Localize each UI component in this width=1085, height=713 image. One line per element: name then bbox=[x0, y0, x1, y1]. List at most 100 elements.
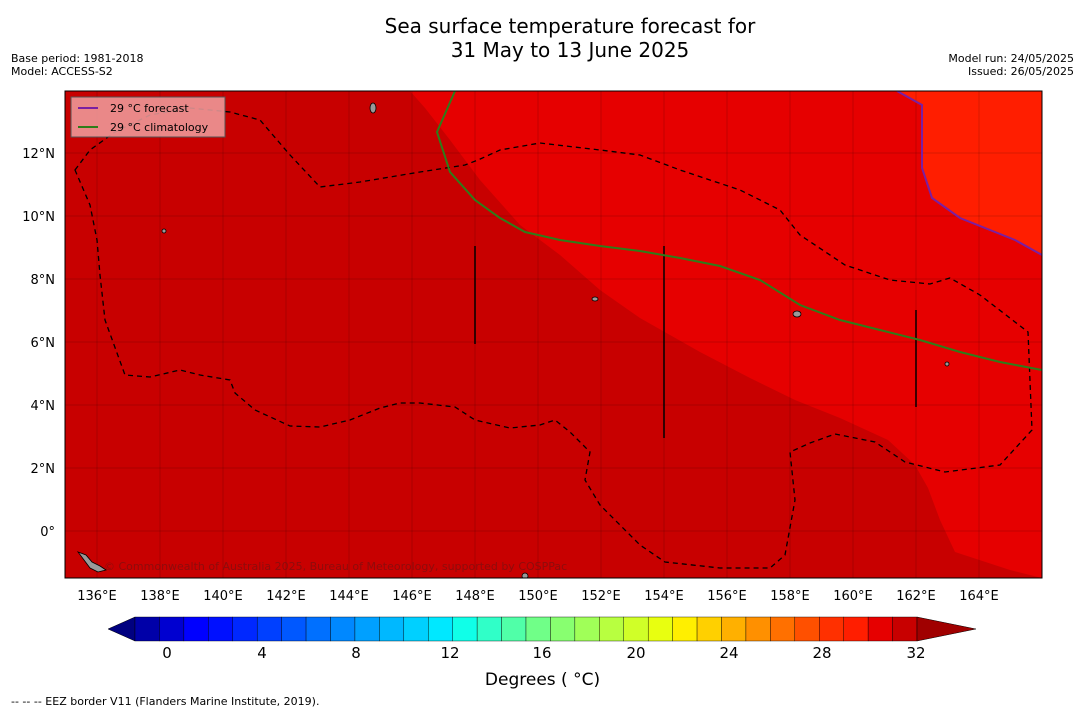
colorbar-cell bbox=[183, 616, 209, 642]
colorbar-cell bbox=[305, 616, 331, 642]
colorbar-cell bbox=[819, 616, 844, 642]
lon-tick: 158°E bbox=[770, 589, 810, 604]
colorbar-cell bbox=[525, 616, 551, 642]
island-shape bbox=[591, 296, 599, 302]
colorbar-cell bbox=[379, 616, 405, 642]
colorbar-cell bbox=[159, 616, 185, 642]
colorbar-cell bbox=[330, 616, 356, 642]
colorbar-cell bbox=[745, 616, 771, 642]
colorbar-tick: 28 bbox=[812, 644, 831, 662]
lon-tick: 152°E bbox=[581, 589, 621, 604]
meta-right: Model run: 24/05/2025 Issued: 26/05/2025 bbox=[948, 52, 1074, 78]
colorbar-cell bbox=[770, 616, 796, 642]
colorbar-cell bbox=[403, 616, 429, 642]
lat-tick: 0° bbox=[40, 525, 55, 540]
colorbar-cell bbox=[574, 616, 600, 642]
colorbar bbox=[107, 616, 977, 642]
colorbar-cell bbox=[208, 616, 233, 642]
colorbar-cell bbox=[256, 616, 282, 642]
lon-axis: 136°E 138°E 140°E 142°E 144°E 146°E 148°… bbox=[77, 589, 999, 604]
colorbar-cell bbox=[623, 616, 649, 642]
lon-tick: 136°E bbox=[77, 589, 117, 604]
sst-region-29-30 bbox=[410, 91, 1042, 578]
colorbar-cell bbox=[428, 616, 453, 642]
issued-text: Issued: 26/05/2025 bbox=[967, 65, 1074, 78]
colorbar-cell bbox=[281, 616, 307, 642]
colorbar-tick: 8 bbox=[351, 644, 361, 662]
map-frame bbox=[64, 90, 1043, 579]
lat-tick: 4°N bbox=[31, 399, 56, 414]
colorbar-cells bbox=[134, 616, 918, 642]
lon-tick: 154°E bbox=[644, 589, 684, 604]
legend-climatology-label: 29 °C climatology bbox=[110, 121, 209, 134]
eez-border-outline bbox=[74, 107, 1033, 569]
lat-tick: 6°N bbox=[31, 336, 56, 351]
colorbar-cell bbox=[452, 616, 478, 642]
island-shape bbox=[161, 228, 167, 234]
lon-tick: 162°E bbox=[896, 589, 936, 604]
colorbar-tick: 0 bbox=[162, 644, 172, 662]
colorbar-tick: 20 bbox=[626, 644, 645, 662]
lat-axis: 12°N 10°N 8°N 6°N 4°N 2°N 0° bbox=[22, 147, 55, 540]
boundary-segments bbox=[474, 246, 917, 438]
colorbar-tick: 16 bbox=[532, 644, 551, 662]
colorbar-cell bbox=[501, 616, 527, 642]
colorbar-tick: 12 bbox=[440, 644, 459, 662]
eez-borders bbox=[74, 107, 1033, 569]
copyright-text: © Commonwealth of Australia 2025, Bureau… bbox=[104, 560, 567, 573]
forecast-line bbox=[896, 91, 1042, 256]
lon-tick: 148°E bbox=[455, 589, 495, 604]
lat-tick: 12°N bbox=[22, 147, 55, 162]
colorbar-over-arrow bbox=[916, 616, 977, 642]
lon-tick: 144°E bbox=[329, 589, 369, 604]
colorbar-cell bbox=[550, 616, 576, 642]
lon-tick: 142°E bbox=[266, 589, 306, 604]
base-period-text: Base period: 1981-2018 bbox=[11, 52, 144, 65]
island-shape bbox=[369, 102, 377, 114]
page-title: Sea surface temperature forecast for 31 … bbox=[0, 14, 1085, 62]
model-text: Model: ACCESS-S2 bbox=[11, 65, 113, 78]
model-run-text: Model run: 24/05/2025 bbox=[948, 52, 1074, 65]
colorbar-under-arrow bbox=[107, 616, 136, 642]
island-shape bbox=[76, 551, 107, 573]
colorbar-cell bbox=[892, 616, 918, 642]
lon-tick: 156°E bbox=[707, 589, 747, 604]
legend-box bbox=[70, 96, 226, 138]
colorbar-cell bbox=[232, 616, 258, 642]
title-line-1: Sea surface temperature forecast for bbox=[384, 14, 756, 38]
lat-tick: 8°N bbox=[31, 273, 56, 288]
lon-tick: 140°E bbox=[203, 589, 243, 604]
islands bbox=[76, 102, 950, 578]
colorbar-cell bbox=[354, 616, 380, 642]
lon-tick: 146°E bbox=[392, 589, 432, 604]
colorbar-cell bbox=[599, 616, 624, 642]
colorbar-tick: 4 bbox=[257, 644, 267, 662]
colorbar-label: Degrees ( °C) bbox=[484, 670, 601, 690]
legend-forecast-label: 29 °C forecast bbox=[110, 102, 189, 115]
colorbar-cell bbox=[794, 616, 820, 642]
colorbar-cell bbox=[867, 616, 893, 642]
island-shape bbox=[944, 361, 950, 367]
title-line-2: 31 May to 13 June 2025 bbox=[450, 38, 690, 62]
legend: 29 °C forecast 29 °C climatology bbox=[70, 96, 226, 138]
lat-tick: 10°N bbox=[22, 210, 55, 225]
colorbar-cell bbox=[843, 616, 869, 642]
climatology-line bbox=[435, 91, 1042, 371]
lon-tick: 150°E bbox=[518, 589, 558, 604]
colorbar-cell bbox=[721, 616, 747, 642]
colorbar-cell bbox=[476, 616, 502, 642]
lon-tick: 138°E bbox=[140, 589, 180, 604]
sst-region-30-31 bbox=[897, 91, 1042, 255]
colorbar-cell bbox=[696, 616, 722, 642]
lat-tick: 2°N bbox=[31, 462, 56, 477]
colorbar-tick: 24 bbox=[719, 644, 738, 662]
colorbar-tick: 32 bbox=[906, 644, 925, 662]
footnote: -- -- -- EEZ border V11 (Flanders Marine… bbox=[11, 695, 320, 708]
colorbar-cell bbox=[134, 616, 160, 642]
lon-tick: 160°E bbox=[833, 589, 873, 604]
lon-tick: 164°E bbox=[959, 589, 999, 604]
colorbar-cell bbox=[647, 616, 673, 642]
colorbar-ticks: 0 4 8 12 16 20 24 28 32 bbox=[162, 644, 925, 662]
island-shape bbox=[521, 572, 529, 578]
